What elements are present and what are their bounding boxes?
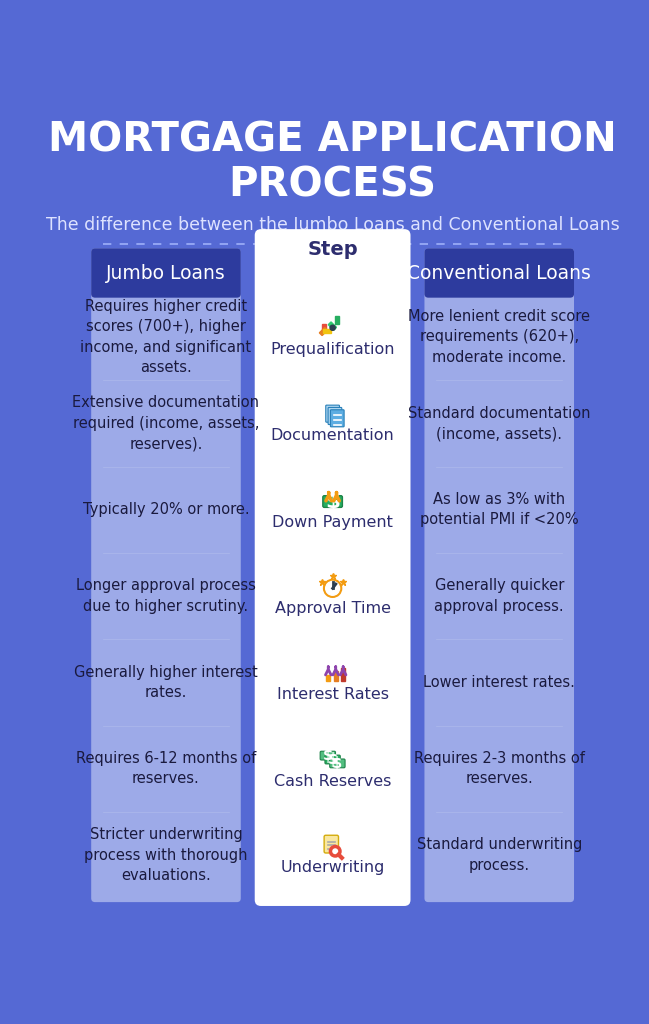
FancyBboxPatch shape — [424, 249, 574, 902]
Bar — [335, 316, 339, 324]
FancyBboxPatch shape — [326, 406, 339, 422]
FancyBboxPatch shape — [92, 249, 241, 902]
Text: As low as 3% with
potential PMI if <20%: As low as 3% with potential PMI if <20% — [420, 492, 578, 527]
Text: Cash Reserves: Cash Reserves — [274, 773, 391, 788]
Text: Underwriting: Underwriting — [280, 860, 385, 874]
Text: Typically 20% or more.: Typically 20% or more. — [82, 502, 249, 517]
Text: Approval Time: Approval Time — [275, 601, 391, 615]
Text: Longer approval process
due to higher scrutiny.: Longer approval process due to higher sc… — [76, 579, 256, 613]
Text: Documentation: Documentation — [271, 428, 395, 443]
Text: Jumbo Loans: Jumbo Loans — [106, 263, 226, 283]
Text: Generally higher interest
rates.: Generally higher interest rates. — [74, 665, 258, 700]
Text: Prequalification: Prequalification — [271, 342, 395, 356]
FancyBboxPatch shape — [324, 836, 339, 853]
Bar — [328, 322, 336, 330]
Text: Requires 2-3 months of
reserves.: Requires 2-3 months of reserves. — [414, 751, 585, 786]
FancyBboxPatch shape — [323, 496, 343, 507]
FancyBboxPatch shape — [328, 408, 342, 425]
Bar — [323, 329, 331, 333]
Circle shape — [330, 847, 340, 856]
Text: $: $ — [328, 752, 337, 767]
Bar — [326, 675, 330, 681]
Bar — [334, 671, 338, 681]
Text: Conventional Loans: Conventional Loans — [408, 263, 591, 283]
Text: Step: Step — [307, 241, 358, 259]
FancyBboxPatch shape — [330, 759, 345, 768]
FancyBboxPatch shape — [330, 410, 344, 427]
Circle shape — [324, 580, 341, 597]
FancyBboxPatch shape — [424, 249, 574, 298]
Bar — [323, 324, 326, 332]
Circle shape — [326, 582, 339, 595]
FancyBboxPatch shape — [320, 752, 336, 760]
Text: MORTGAGE APPLICATION
PROCESS: MORTGAGE APPLICATION PROCESS — [48, 121, 617, 205]
Text: Down Payment: Down Payment — [272, 514, 393, 529]
Text: Requires 6-12 months of
reserves.: Requires 6-12 months of reserves. — [76, 751, 256, 786]
Text: Lower interest rates.: Lower interest rates. — [423, 675, 575, 690]
Bar — [319, 328, 328, 336]
Bar — [341, 668, 345, 681]
Text: More lenient credit score
requirements (620+),
moderate income.: More lenient credit score requirements (… — [408, 309, 590, 365]
Text: Stricter underwriting
process with thorough
evaluations.: Stricter underwriting process with thoro… — [84, 827, 248, 883]
Text: $: $ — [323, 749, 333, 763]
Text: The difference between the Jumbo Loans and Conventional Loans: The difference between the Jumbo Loans a… — [45, 215, 620, 233]
Text: Interest Rates: Interest Rates — [276, 687, 389, 702]
Text: Generally quicker
approval process.: Generally quicker approval process. — [434, 579, 564, 613]
Text: Standard documentation
(income, assets).: Standard documentation (income, assets). — [408, 406, 591, 441]
FancyBboxPatch shape — [325, 755, 340, 764]
Text: Requires higher credit
scores (700+), higher
income, and significant
assets.: Requires higher credit scores (700+), hi… — [80, 299, 252, 375]
FancyBboxPatch shape — [254, 229, 411, 906]
Text: Standard underwriting
process.: Standard underwriting process. — [417, 838, 582, 872]
Text: Extensive documentation
required (income, assets,
reserves).: Extensive documentation required (income… — [73, 395, 260, 452]
Text: $: $ — [325, 492, 340, 512]
Circle shape — [330, 326, 336, 331]
Text: $: $ — [332, 756, 343, 771]
FancyBboxPatch shape — [92, 249, 241, 298]
